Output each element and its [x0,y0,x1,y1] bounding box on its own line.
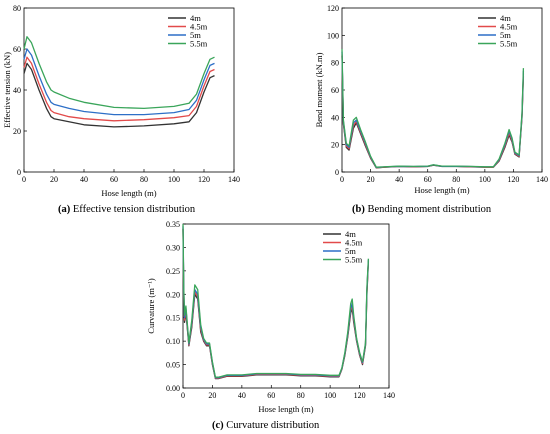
x-tick-label: 60 [424,175,432,184]
x-tick-label: 40 [395,175,403,184]
panel-bending-moment: 0 20 40 60 80 100 120 140 0 20 40 60 80 100 120 4m4.5… [314,4,548,215]
y-tick-label: 60 [13,45,21,54]
y-tick-label: 20 [13,127,21,136]
y-tick-label: 120 [327,4,339,13]
x-tick-label: 140 [536,175,548,184]
legend-label: 4.5m [500,22,518,32]
y-tick-label: 40 [331,113,339,122]
legend-label: 4m [345,229,356,239]
legend-label: 5m [190,30,201,40]
x-tick-label: 80 [140,175,148,184]
y-tick-label: 0.20 [166,290,180,299]
legend-label: 4.5m [190,22,208,32]
legend-label: 5.5m [190,39,208,49]
y-tick-label: 60 [331,86,339,95]
series-line-4m [23,62,215,128]
x-tick-label: 100 [324,391,336,400]
x-axis-label: Hose length (m) [258,404,313,414]
x-axis-label: Hose length (m) [101,188,156,198]
series-line-5-5m [182,223,370,378]
caption: (b) Bending moment distribution [352,204,492,215]
x-tick-label: 40 [80,175,88,184]
series-line-4-5m [23,56,215,122]
x-tick-label: 80 [452,175,460,184]
x-tick-label: 120 [198,175,210,184]
caption-text: Bending moment distribution [367,204,491,215]
y-tick-label: 100 [327,31,339,40]
x-tick-label: 140 [383,391,395,400]
legend-label: 4.5m [345,238,363,248]
x-axis-label: Hose length (m) [414,185,469,195]
legend-label: 5.5m [345,255,363,265]
x-tick-label: 0 [181,391,185,400]
x-tick-label: 0 [340,175,344,184]
panel-curvature: 0 20 40 60 80 100 120 140 0.00 0.05 0.10 0.15 0.20 0… [146,220,395,431]
x-tick-label: 40 [238,391,246,400]
series-line-5-5m [23,36,215,110]
legend-label: 5.5m [500,39,518,49]
x-tick-label: 140 [228,175,240,184]
x-tick-label: 80 [297,391,305,400]
series-line-5m [341,51,525,169]
x-tick-label: 100 [168,175,180,184]
plot-frame [182,223,390,389]
x-tick-label: 60 [267,391,275,400]
y-tick-label: 0.15 [166,314,180,323]
x-tick-label: 20 [367,175,375,184]
y-axis-label: Curvature (m⁻¹) [146,278,156,334]
legend-label: 5m [500,30,511,40]
caption: (a) Effective tension distribution [58,204,196,215]
y-tick-label: 0.25 [166,267,180,276]
x-tick-label: 120 [354,391,366,400]
legend-label: 5m [345,246,356,256]
y-tick-label: 80 [13,4,21,13]
caption-text: Effective tension distribution [73,204,196,215]
caption-id: (b) [352,204,365,215]
panel-effective-tension: 0 20 40 60 80 100 120 140 0 20 40 60 80 4m4.5m5m5.5… [2,4,240,215]
y-tick-label: 20 [331,141,339,150]
x-tick-label: 0 [22,175,26,184]
y-axis-label: Bend moment (kN.m) [314,52,324,127]
caption: (c) Curvature distribution [212,420,320,431]
y-tick-label: 0.35 [166,220,180,229]
legend-label: 4m [190,13,201,23]
x-tick-label: 60 [110,175,118,184]
y-tick-label: 0 [17,168,21,177]
y-axis-label: Effective tension (kN) [2,52,12,128]
y-tick-label: 0.30 [166,243,180,252]
y-tick-label: 80 [331,59,339,68]
legend-label: 4m [500,13,511,23]
x-tick-label: 120 [507,175,519,184]
x-tick-label: 100 [479,175,491,184]
x-tick-label: 20 [50,175,58,184]
y-tick-label: 0.10 [166,337,180,346]
y-tick-label: 0.00 [166,384,180,393]
y-tick-label: 0.05 [166,361,180,370]
y-tick-label: 40 [13,86,21,95]
x-tick-label: 20 [208,391,216,400]
caption-text: Curvature distribution [226,420,320,431]
plot-frame [341,7,543,173]
caption-id: (c) [212,420,224,431]
series-line-5-5m [341,48,525,168]
caption-id: (a) [58,204,71,215]
y-tick-label: 0 [335,168,339,177]
series-line-5m [23,48,215,116]
